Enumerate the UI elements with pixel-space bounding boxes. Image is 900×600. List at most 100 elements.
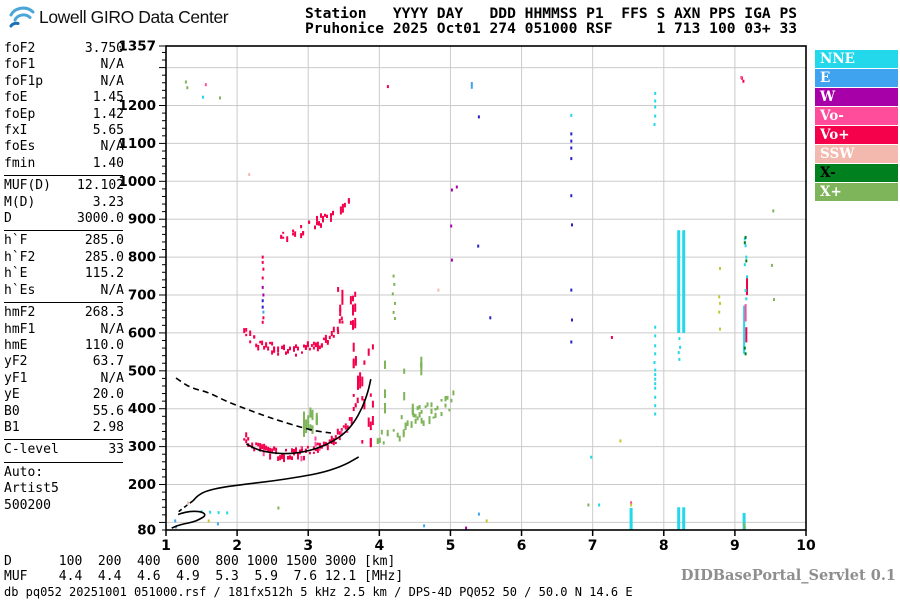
d-distances-row: D 100 200 400 600 800 1000 1500 3000 [km… <box>4 554 396 569</box>
param-label: foE <box>4 90 28 106</box>
param-value: 115.2 <box>84 266 124 282</box>
param-label: h`E <box>4 266 28 282</box>
legend-item-vop: Vo+ <box>815 126 898 144</box>
auto-scaler-line: Artist5 <box>4 481 59 497</box>
svg-text:1100: 1100 <box>118 136 156 152</box>
param-row: MUF(D) 12.102 <box>4 178 124 194</box>
servlet-version-label: DIDBasePortal_Servlet 0.1 <box>680 567 896 584</box>
svg-text:80: 80 <box>137 523 156 539</box>
param-value: 20.0 <box>92 387 124 403</box>
param-value: N/A <box>100 321 124 337</box>
svg-text:900: 900 <box>128 212 156 228</box>
svg-text:800: 800 <box>128 250 156 266</box>
param-label: hmF1 <box>4 321 36 337</box>
dmuf-table: D 100 200 400 600 800 1000 1500 3000 [km… <box>4 554 404 584</box>
param-row: hmF1 N/A <box>4 322 124 338</box>
param-row: M(D) 3.23 <box>4 195 124 211</box>
svg-text:6: 6 <box>517 538 527 554</box>
param-label: fmin <box>4 155 36 171</box>
param-row: B1 2.98 <box>4 420 124 436</box>
param-row: hmE 110.0 <box>4 338 124 354</box>
param-value: N/A <box>100 73 124 89</box>
param-value: 285.0 <box>84 249 124 265</box>
svg-text:500: 500 <box>128 363 156 379</box>
divider <box>4 302 123 304</box>
param-label: D <box>4 211 12 227</box>
param-value: 1.45 <box>92 90 124 106</box>
param-row: foEp 1.42 <box>4 107 124 123</box>
param-row: yE 20.0 <box>4 387 124 403</box>
svg-text:4: 4 <box>374 538 384 554</box>
param-value: 2.98 <box>92 419 124 435</box>
param-value: 285.0 <box>84 233 124 249</box>
param-value: 5.65 <box>92 123 124 139</box>
svg-text:3: 3 <box>303 538 313 554</box>
param-label: h`F <box>4 233 28 249</box>
param-label: C-level <box>4 442 59 458</box>
status-line: db pq052 20251001 051000.rsf / 181fx512h… <box>4 585 633 599</box>
svg-text:9: 9 <box>730 538 740 554</box>
giro-wave-icon <box>9 6 35 28</box>
legend-item-vom: Vo- <box>815 107 898 125</box>
param-value: 33 <box>108 442 124 458</box>
param-row: fxI 5.65 <box>4 123 124 139</box>
param-label: yE <box>4 387 20 403</box>
divider <box>4 461 123 463</box>
param-row: B0 55.6 <box>4 404 124 420</box>
param-row: h`F2 285.0 <box>4 250 124 266</box>
direction-legend: NNE E W Vo- Vo+ SSW X- X+ <box>815 50 898 202</box>
param-row: yF1 N/A <box>4 371 124 387</box>
param-label: M(D) <box>4 194 36 210</box>
logo-text: Lowell GIRO Data Center <box>39 6 229 27</box>
svg-text:1200: 1200 <box>118 98 156 114</box>
param-row: h`E 115.2 <box>4 266 124 282</box>
param-row: h`Es N/A <box>4 283 124 299</box>
param-label: foF1 <box>4 57 36 73</box>
svg-text:400: 400 <box>128 401 156 417</box>
param-value: 63.7 <box>92 354 124 370</box>
legend-item-xm: X- <box>815 164 898 182</box>
parameter-panel: foF2 3.750 foF1 N/A foF1p N/A foE 1.45 foEp 1.42 f… <box>4 41 124 514</box>
param-value: 268.3 <box>84 305 124 321</box>
svg-text:700: 700 <box>128 288 156 304</box>
svg-text:1000: 1000 <box>118 174 156 190</box>
param-row: foE 1.45 <box>4 90 124 106</box>
param-value: 3.750 <box>84 41 124 56</box>
param-label: foEp <box>4 106 36 122</box>
svg-text:200: 200 <box>128 477 156 493</box>
muf-values-row: MUF 4.4 4.4 4.6 4.9 5.3 5.9 7.6 12.1 [MH… <box>4 568 404 584</box>
param-row: foEs N/A <box>4 139 124 155</box>
auto-scaler-line: 500200 <box>4 497 51 513</box>
svg-text:1: 1 <box>161 538 171 554</box>
param-row: yF2 63.7 <box>4 354 124 370</box>
divider <box>4 175 123 177</box>
legend-item-xp: X+ <box>815 183 898 201</box>
station-header-line1: Station YYYY DAY DDD HHMMSS P1 FFS S AXN… <box>305 5 798 22</box>
param-label: B0 <box>4 403 20 419</box>
param-value: N/A <box>100 282 124 298</box>
param-value: N/A <box>100 139 124 155</box>
param-row: h`F 285.0 <box>4 233 124 249</box>
param-row: fmin 1.40 <box>4 156 124 172</box>
legend-item-ssw: SSW <box>815 145 898 163</box>
svg-text:5: 5 <box>446 538 456 554</box>
param-label: h`Es <box>4 282 36 298</box>
divider <box>4 439 123 441</box>
svg-text:2: 2 <box>232 538 242 554</box>
param-row: C-level 33 <box>4 442 124 458</box>
svg-text:7: 7 <box>588 538 598 554</box>
param-label: foF2 <box>4 41 36 56</box>
divider <box>4 230 123 232</box>
param-value: 3000.0 <box>77 211 124 227</box>
param-row: foF1 N/A <box>4 57 124 73</box>
legend-item-e: E <box>815 69 898 87</box>
legend-item-w: W <box>815 88 898 106</box>
param-label: fxI <box>4 123 28 139</box>
svg-text:300: 300 <box>128 439 156 455</box>
param-label: foF1p <box>4 73 44 89</box>
param-label: yF2 <box>4 354 28 370</box>
giro-logo: Lowell GIRO Data Center <box>8 5 229 29</box>
param-value: N/A <box>100 370 124 386</box>
